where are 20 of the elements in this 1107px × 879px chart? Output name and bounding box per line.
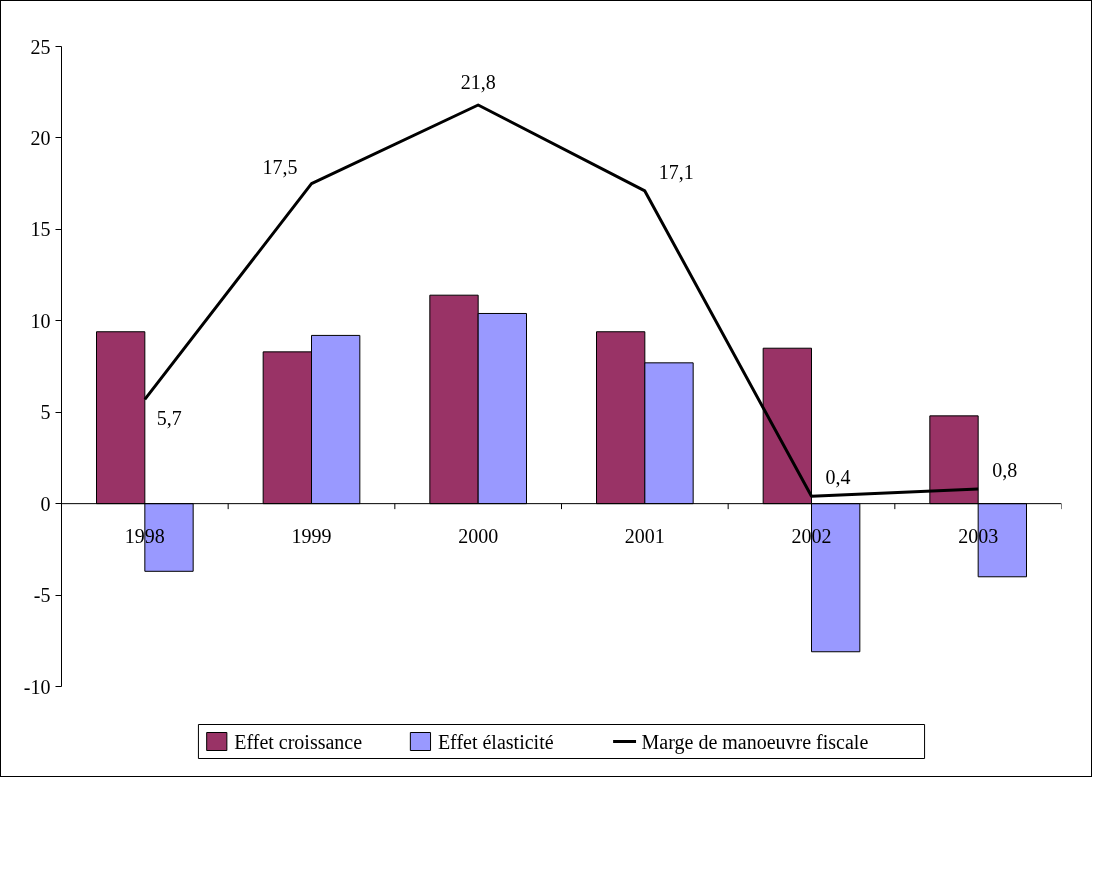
data-label: 0,4: [825, 466, 851, 489]
data-label: 21,8: [460, 71, 496, 94]
x-tick-label: 2001: [624, 524, 665, 547]
legend-label: Marge de manoeuvre fiscale: [641, 730, 869, 754]
legend-label: Effet croissance: [234, 730, 363, 753]
y-tick-label: 5: [40, 401, 51, 424]
y-tick-label: 0: [40, 492, 51, 515]
x-tick-label: 2000: [458, 524, 499, 547]
y-tick-label: 25: [30, 35, 51, 58]
y-tick-label: 20: [30, 126, 51, 149]
y-tick-label: 10: [30, 309, 51, 332]
data-label: 17,1: [658, 160, 694, 183]
data-label: 0,8: [992, 459, 1018, 482]
y-tick-label: -5: [33, 584, 51, 607]
data-label: 5,7: [156, 407, 182, 430]
y-tick-label: -10: [23, 675, 51, 698]
data-label: 17,5: [262, 155, 298, 178]
x-tick-label: 1999: [291, 524, 332, 547]
y-tick-label: 15: [30, 218, 51, 241]
legend-label: Effet élasticité: [437, 730, 554, 753]
